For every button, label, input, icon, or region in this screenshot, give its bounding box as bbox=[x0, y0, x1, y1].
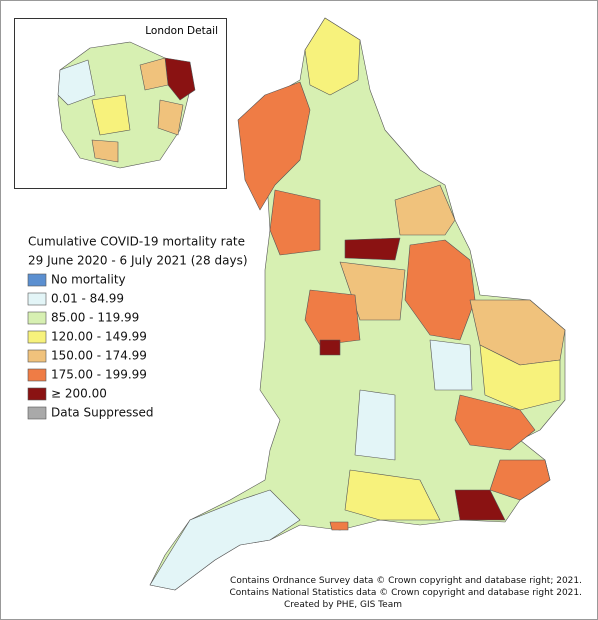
england-map bbox=[149, 17, 566, 591]
legend-swatch bbox=[27, 406, 47, 420]
legend-swatch bbox=[27, 273, 47, 287]
legend-swatch bbox=[27, 330, 47, 344]
legend-subtitle: 29 June 2020 - 6 July 2021 (28 days) bbox=[28, 254, 248, 268]
legend-label: ≥ 200.00 bbox=[51, 387, 107, 401]
legend-label: 0.01 - 84.99 bbox=[51, 292, 124, 306]
legend-label: 150.00 - 174.99 bbox=[51, 349, 147, 363]
legend-swatch bbox=[27, 292, 47, 306]
legend-label: 175.00 - 199.99 bbox=[51, 368, 147, 382]
legend-label: 85.00 - 119.99 bbox=[51, 311, 139, 325]
credit: Contains National Statistics data © Crow… bbox=[229, 588, 582, 598]
legend: Cumulative COVID-19 mortality rate 29 Ju… bbox=[27, 235, 248, 420]
inset-title: London Detail bbox=[145, 25, 218, 37]
london-inset bbox=[57, 41, 196, 169]
credit: Contains Ordnance Survey data © Crown co… bbox=[230, 576, 582, 586]
legend-swatch bbox=[27, 387, 47, 401]
legend-label: Data Suppressed bbox=[51, 406, 153, 420]
legend-swatch bbox=[27, 311, 47, 325]
credit: Created by PHE, GIS Team bbox=[284, 600, 402, 610]
legend-title: Cumulative COVID-19 mortality rate bbox=[28, 235, 245, 249]
legend-label: 120.00 - 149.99 bbox=[51, 330, 147, 344]
legend-label: No mortality bbox=[51, 273, 126, 287]
legend-swatch bbox=[27, 368, 47, 382]
legend-swatch bbox=[27, 349, 47, 363]
